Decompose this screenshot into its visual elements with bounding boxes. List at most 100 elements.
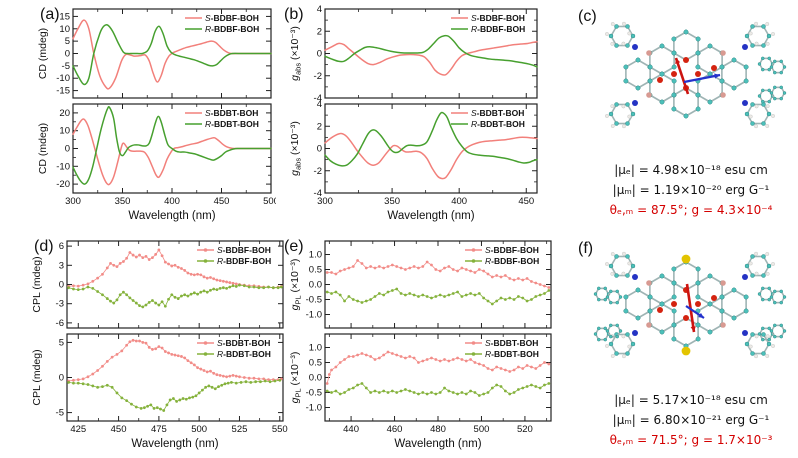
- mu-m-value: |μₘ| = 1.19×10⁻²⁰ erg G⁻¹: [612, 183, 770, 197]
- svg-text:Wavelength (nm): Wavelength (nm): [387, 210, 474, 222]
- svg-text:4: 4: [317, 99, 322, 110]
- svg-text:S-BDBT-BOH: S-BDBT-BOH: [205, 108, 258, 118]
- svg-text:6: 6: [59, 241, 64, 252]
- svg-text:-5: -5: [56, 408, 64, 419]
- panel-e-label: (e): [284, 238, 304, 255]
- svg-text:-2: -2: [314, 71, 322, 82]
- svg-text:4: 4: [317, 4, 322, 15]
- svg-text:gPL (×10⁻³): gPL (×10⁻³): [289, 352, 303, 404]
- theta-g-value: θₑ,ₘ = 71.5°; g = 1.7×10⁻³: [609, 433, 773, 447]
- svg-text:300: 300: [317, 196, 333, 207]
- svg-text:-0.5: -0.5: [306, 295, 322, 306]
- svg-text:15: 15: [59, 11, 70, 22]
- svg-text:0: 0: [317, 49, 322, 60]
- svg-text:R-BDBF-BOH: R-BDBF-BOH: [217, 256, 271, 266]
- mu-e-value: |μₑ| = 5.17×10⁻¹⁸ esu cm: [614, 393, 768, 407]
- svg-text:CPL (mdeg): CPL (mdeg): [31, 256, 43, 312]
- svg-text:550: 550: [272, 424, 288, 435]
- svg-text:S-BDBT-BOH: S-BDBT-BOH: [471, 108, 524, 118]
- molecule-3d-structure-bdbt: [593, 251, 787, 359]
- svg-text:500: 500: [474, 424, 490, 435]
- svg-text:1.0: 1.0: [309, 343, 322, 354]
- svg-text:gabs (×10⁻³): gabs (×10⁻³): [289, 26, 303, 81]
- panel-f-label: (f): [578, 240, 594, 257]
- svg-text:-5: -5: [62, 61, 70, 72]
- mu-e-value: |μₑ| = 4.98×10⁻¹⁸ esu cm: [614, 163, 768, 177]
- svg-text:500: 500: [263, 196, 276, 207]
- svg-text:520: 520: [517, 424, 533, 435]
- svg-text:460: 460: [387, 424, 403, 435]
- panel-a-label: (a): [40, 6, 60, 23]
- svg-text:Wavelength (nm): Wavelength (nm): [394, 438, 481, 450]
- svg-text:R-BDBT-BOH: R-BDBT-BOH: [485, 349, 539, 359]
- svg-text:-10: -10: [56, 161, 70, 172]
- svg-text:480: 480: [430, 424, 446, 435]
- svg-text:0: 0: [65, 49, 70, 60]
- theta-g-value: θₑ,ₘ = 87.5°; g = 4.3×10⁻⁴: [609, 203, 773, 217]
- svg-text:S-BDBT-BOH: S-BDBT-BOH: [485, 338, 538, 348]
- svg-text:500: 500: [191, 424, 207, 435]
- svg-text:2: 2: [317, 26, 322, 37]
- svg-text:CPL (mdeg): CPL (mdeg): [31, 349, 43, 405]
- svg-text:0.5: 0.5: [309, 358, 322, 369]
- svg-text:-10: -10: [56, 73, 70, 84]
- svg-text:-1.0: -1.0: [306, 403, 322, 414]
- svg-text:475: 475: [151, 424, 167, 435]
- dipole-annotation-c: |μₑ| = 4.98×10⁻¹⁸ esu cm |μₘ| = 1.19×10⁻…: [586, 160, 796, 220]
- svg-text:450: 450: [214, 196, 230, 207]
- svg-text:5: 5: [65, 36, 70, 47]
- svg-text:300: 300: [65, 196, 81, 207]
- svg-text:-0.5: -0.5: [306, 388, 322, 399]
- svg-text:440: 440: [343, 424, 359, 435]
- panel-d-label: (d): [34, 238, 54, 255]
- svg-text:425: 425: [70, 424, 86, 435]
- svg-text:R-BDBF-BOH: R-BDBF-BOH: [471, 24, 525, 34]
- mu-m-value: |μₘ| = 6.80×10⁻²¹ erg G⁻¹: [612, 413, 770, 427]
- svg-text:2: 2: [317, 121, 322, 132]
- svg-text:0: 0: [65, 144, 70, 155]
- svg-text:S-BDBF-BOH: S-BDBF-BOH: [485, 245, 539, 255]
- svg-text:1.0: 1.0: [309, 250, 322, 261]
- svg-text:CD (mdeg): CD (mdeg): [37, 28, 49, 79]
- svg-text:R-BDBT-BOH: R-BDBT-BOH: [205, 119, 259, 129]
- svg-text:Wavelength (nm): Wavelength (nm): [131, 438, 218, 450]
- svg-text:S-BDBF-BOH: S-BDBF-BOH: [471, 13, 525, 23]
- svg-text:-4: -4: [314, 188, 322, 199]
- panel-c-label: (c): [578, 8, 597, 25]
- svg-text:10: 10: [59, 24, 70, 35]
- svg-text:0.0: 0.0: [309, 373, 322, 384]
- svg-text:350: 350: [384, 196, 400, 207]
- panel-b-label: (b): [284, 6, 304, 23]
- svg-text:450: 450: [518, 196, 534, 207]
- svg-text:350: 350: [115, 196, 131, 207]
- svg-text:-1.0: -1.0: [306, 310, 322, 321]
- svg-text:-2: -2: [314, 166, 322, 177]
- svg-text:Wavelength (nm): Wavelength (nm): [128, 210, 215, 222]
- svg-text:0.5: 0.5: [309, 265, 322, 276]
- svg-text:S-BDBT-BOH: S-BDBT-BOH: [217, 338, 270, 348]
- svg-text:525: 525: [232, 424, 248, 435]
- svg-text:0: 0: [317, 144, 322, 155]
- svg-text:R-BDBT-BOH: R-BDBT-BOH: [217, 349, 271, 359]
- svg-text:CD (mdeg): CD (mdeg): [37, 123, 49, 174]
- svg-text:0.0: 0.0: [309, 280, 322, 291]
- svg-text:-15: -15: [56, 86, 70, 97]
- svg-text:5: 5: [59, 337, 64, 348]
- svg-text:0: 0: [59, 280, 64, 291]
- svg-text:-6: -6: [56, 318, 64, 329]
- svg-text:S-BDBF-BOH: S-BDBF-BOH: [205, 13, 259, 23]
- svg-text:gabs (×10⁻³): gabs (×10⁻³): [289, 121, 303, 176]
- svg-text:R-BDBF-BOH: R-BDBF-BOH: [205, 24, 259, 34]
- svg-text:10: 10: [59, 126, 70, 137]
- svg-text:400: 400: [164, 196, 180, 207]
- svg-text:R-BDBF-BOH: R-BDBF-BOH: [485, 256, 539, 266]
- svg-text:gPL (×10⁻³): gPL (×10⁻³): [289, 259, 303, 311]
- svg-text:400: 400: [451, 196, 467, 207]
- svg-text:3: 3: [59, 260, 64, 271]
- svg-text:-3: -3: [56, 299, 64, 310]
